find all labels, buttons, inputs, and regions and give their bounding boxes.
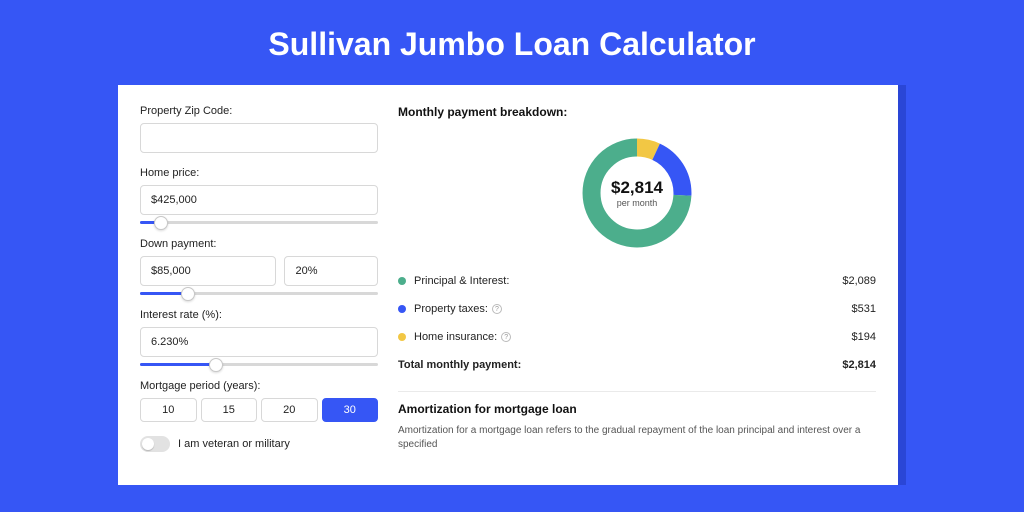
legend-row: Home insurance:?$194: [398, 323, 876, 351]
breakdown-column: Monthly payment breakdown: $2,814 per mo…: [398, 105, 876, 485]
zip-field: Property Zip Code:: [140, 105, 378, 153]
calculator-card: Property Zip Code: Home price: Down paym…: [118, 85, 898, 485]
interest-rate-slider-fill: [140, 363, 216, 366]
mortgage-period-options: 10152030: [140, 398, 378, 422]
legend-label: Home insurance:?: [414, 331, 852, 343]
legend-dot: [398, 305, 406, 313]
veteran-label: I am veteran or military: [178, 438, 290, 450]
mortgage-period-label: Mortgage period (years):: [140, 380, 378, 392]
donut-chart-wrap: $2,814 per month: [398, 129, 876, 267]
legend-label: Property taxes:?: [414, 303, 852, 315]
legend-dot: [398, 277, 406, 285]
mortgage-period-option-15[interactable]: 15: [201, 398, 258, 422]
veteran-row: I am veteran or military: [140, 436, 378, 452]
legend-total-value: $2,814: [842, 359, 876, 371]
amortization-text: Amortization for a mortgage loan refers …: [398, 424, 876, 452]
donut-amount: $2,814: [611, 178, 663, 198]
legend-row: Principal & Interest:$2,089: [398, 267, 876, 295]
divider: [398, 391, 876, 392]
zip-input[interactable]: [140, 123, 378, 153]
donut-center: $2,814 per month: [577, 133, 697, 253]
breakdown-heading: Monthly payment breakdown:: [398, 105, 876, 119]
calculator-frame: Property Zip Code: Home price: Down paym…: [118, 85, 906, 485]
info-icon[interactable]: ?: [501, 332, 511, 342]
mortgage-period-field: Mortgage period (years): 10152030: [140, 380, 378, 422]
legend-label: Principal & Interest:: [414, 275, 842, 287]
interest-rate-label: Interest rate (%):: [140, 309, 378, 321]
donut-sub: per month: [617, 198, 658, 208]
mortgage-period-option-30[interactable]: 30: [322, 398, 379, 422]
down-payment-pct-input[interactable]: [284, 256, 378, 286]
interest-rate-field: Interest rate (%):: [140, 309, 378, 366]
home-price-field: Home price:: [140, 167, 378, 224]
mortgage-period-option-20[interactable]: 20: [261, 398, 318, 422]
legend-value: $194: [852, 331, 876, 343]
zip-label: Property Zip Code:: [140, 105, 378, 117]
down-payment-field: Down payment:: [140, 238, 378, 295]
legend: Principal & Interest:$2,089Property taxe…: [398, 267, 876, 351]
page-title: Sullivan Jumbo Loan Calculator: [0, 0, 1024, 85]
info-icon[interactable]: ?: [492, 304, 502, 314]
home-price-label: Home price:: [140, 167, 378, 179]
veteran-toggle-knob: [142, 438, 154, 450]
amortization-heading: Amortization for mortgage loan: [398, 402, 876, 416]
mortgage-period-option-10[interactable]: 10: [140, 398, 197, 422]
legend-total-row: Total monthly payment: $2,814: [398, 351, 876, 379]
legend-dot: [398, 333, 406, 341]
legend-row: Property taxes:?$531: [398, 295, 876, 323]
legend-value: $2,089: [842, 275, 876, 287]
down-payment-label: Down payment:: [140, 238, 378, 250]
home-price-slider[interactable]: [140, 221, 378, 224]
veteran-toggle[interactable]: [140, 436, 170, 452]
interest-rate-input[interactable]: [140, 327, 378, 357]
form-column: Property Zip Code: Home price: Down paym…: [140, 105, 378, 485]
interest-rate-slider-thumb[interactable]: [209, 358, 223, 372]
down-payment-slider[interactable]: [140, 292, 378, 295]
interest-rate-slider[interactable]: [140, 363, 378, 366]
donut-chart: $2,814 per month: [577, 133, 697, 253]
legend-total-label: Total monthly payment:: [398, 359, 842, 371]
legend-value: $531: [852, 303, 876, 315]
home-price-slider-thumb[interactable]: [154, 216, 168, 230]
home-price-input[interactable]: [140, 185, 378, 215]
down-payment-slider-thumb[interactable]: [181, 287, 195, 301]
down-payment-amount-input[interactable]: [140, 256, 276, 286]
